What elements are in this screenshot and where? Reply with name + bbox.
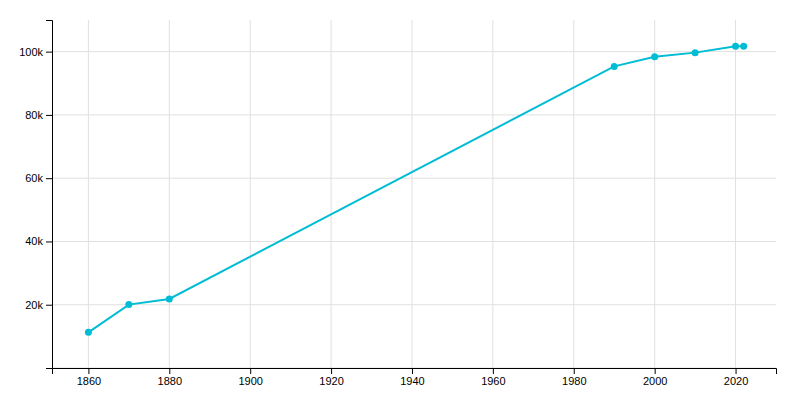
tick-label: 80k [25, 109, 43, 121]
tick-mark [331, 368, 332, 374]
tick-mark [88, 368, 89, 374]
tick-mark [250, 368, 251, 374]
x-axis: 1860 1880 1900 1920 1940 1960 1980 2000 2020 [53, 368, 777, 387]
tick-label: 1960 [481, 375, 505, 387]
line [88, 46, 743, 332]
grid-line [492, 20, 493, 368]
axis-line [53, 369, 777, 375]
tick-mark [46, 52, 52, 53]
tick-mark [46, 368, 52, 369]
tick: 2020 [724, 368, 748, 387]
tick-label: 1940 [400, 375, 424, 387]
tick-mark [46, 178, 52, 179]
point [85, 329, 92, 336]
tick-mark [412, 368, 413, 374]
tick-mark [574, 368, 575, 374]
grid-line [411, 20, 412, 368]
tick-label: 40k [25, 235, 43, 247]
point [651, 53, 658, 60]
point [732, 43, 739, 50]
tick-label: 60k [25, 172, 43, 184]
y-axis: 20k 40k 60k 80k 100k [19, 21, 52, 369]
tick: 1860 [77, 368, 101, 387]
tick: 100k [19, 46, 52, 58]
tick: 1940 [400, 368, 424, 387]
tick: 1900 [238, 368, 262, 387]
grid-line [52, 304, 776, 305]
tick-label: 1860 [77, 375, 101, 387]
tick: 1960 [481, 368, 505, 387]
tick [46, 368, 52, 369]
tick: 1980 [562, 368, 586, 387]
tick-mark [46, 241, 52, 242]
tick: 1880 [158, 368, 182, 387]
grid-line [52, 51, 776, 52]
tick-label: 2020 [724, 375, 748, 387]
tick-mark [46, 115, 52, 116]
point [166, 295, 173, 302]
axis-line [46, 21, 53, 369]
tick: 1920 [319, 368, 343, 387]
tick: 40k [25, 235, 52, 247]
tick: 2000 [643, 368, 667, 387]
series [85, 43, 747, 336]
tick: 60k [25, 172, 52, 184]
tick-mark [655, 368, 656, 374]
point [125, 301, 132, 308]
point [692, 49, 699, 56]
tick-label: 2000 [643, 375, 667, 387]
grid-line [573, 20, 574, 368]
grid-line [88, 20, 89, 368]
tick: 80k [25, 109, 52, 121]
plot-area: 1860 1880 1900 1920 1940 1960 1980 2000 2020 20k 4… [19, 20, 776, 387]
tick-mark [46, 305, 52, 306]
tick-label: 1900 [238, 375, 262, 387]
grid-line [52, 114, 776, 115]
tick-label: 20k [25, 299, 43, 311]
tick-label: 1880 [158, 375, 182, 387]
tick-mark [493, 368, 494, 374]
tick: 20k [25, 299, 52, 311]
grid-line [169, 20, 170, 368]
point [740, 43, 747, 50]
tick-mark [169, 368, 170, 374]
grid-line [654, 20, 655, 368]
point [611, 63, 618, 70]
grid-line [52, 241, 776, 242]
grid-line [735, 20, 736, 368]
grid-line [331, 20, 332, 368]
chart: 1860 1880 1900 1920 1940 1960 1980 2000 2020 20k 4… [0, 0, 800, 400]
grid [52, 20, 776, 368]
grid-line [52, 178, 776, 179]
tick-label: 100k [19, 46, 43, 58]
tick-mark [736, 368, 737, 374]
grid-line [250, 20, 251, 368]
tick-label: 1980 [562, 375, 586, 387]
tick-label: 1920 [319, 375, 343, 387]
